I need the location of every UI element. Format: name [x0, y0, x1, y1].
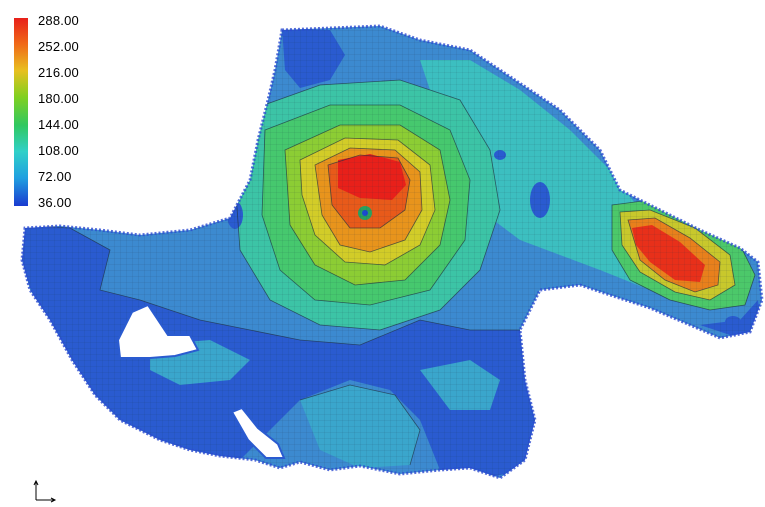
axis-triad-icon	[28, 478, 58, 504]
legend-label-252: 252.00	[38, 40, 79, 53]
color-legend: 288.00 252.00 216.00 180.00 144.00 108.0…	[14, 14, 124, 214]
legend-color-bar	[14, 18, 28, 206]
legend-label-216: 216.00	[38, 66, 79, 79]
legend-label-72: 72.00	[38, 170, 72, 183]
legend-label-36: 36.00	[38, 196, 72, 209]
legend-label-144: 144.00	[38, 118, 79, 131]
legend-label-108: 108.00	[38, 144, 79, 157]
legend-label-288: 288.00	[38, 14, 79, 27]
legend-label-180: 180.00	[38, 92, 79, 105]
